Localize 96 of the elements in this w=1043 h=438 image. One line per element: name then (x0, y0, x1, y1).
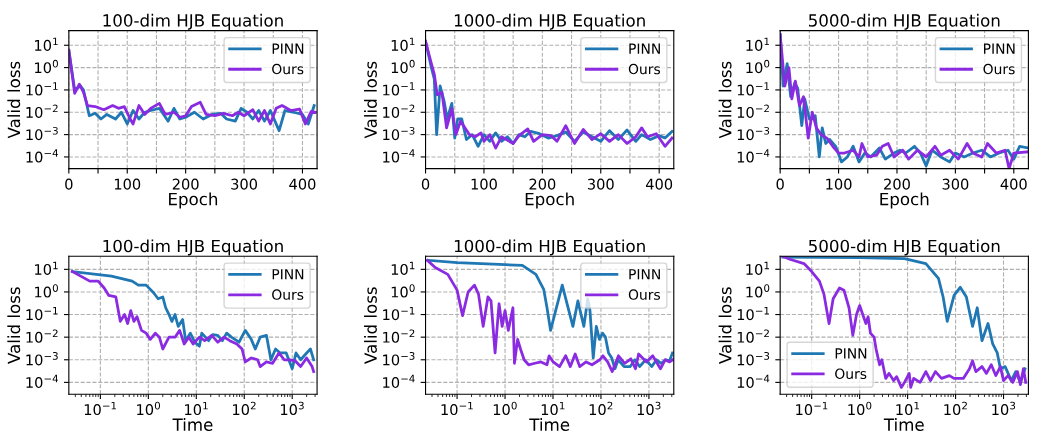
y-tick-label: 10$^{1}$ (35, 37, 58, 51)
x-tick-label: 10$^{2}$ (589, 401, 613, 416)
legend-label: PINN (272, 43, 304, 54)
y-tick-label: 10$^{1}$ (746, 37, 770, 51)
y-tick-label: 10$^{0}$ (35, 284, 58, 298)
x-axis-title: Time (172, 418, 213, 431)
legend-label: Ours (272, 63, 304, 75)
x-tick-label: 0 (421, 178, 430, 190)
y-axis-title: Valid loss (7, 287, 21, 364)
y-axis-title: Valid loss (364, 287, 377, 364)
legend-label: Ours (628, 63, 661, 75)
y-tick-label: 10$^{−4}$ (737, 149, 770, 163)
legend-label: PINN (629, 269, 660, 280)
x-tick-label: 10$^{−1}$ (796, 401, 828, 416)
chart-title: 100-dim HJB Equation (103, 239, 283, 256)
y-tick-label: 10$^{0}$ (746, 59, 770, 74)
y-tick-label: 10$^{−2}$ (26, 329, 58, 343)
y-tick-label: 10$^{1}$ (391, 37, 415, 51)
x-tick-label: 10$^{1}$ (541, 401, 565, 416)
x-tick-label: 100 (826, 178, 852, 190)
y-tick-label: 10$^{−1}$ (737, 306, 769, 321)
x-tick-label: 10$^{2}$ (944, 401, 967, 416)
x-tick-label: 300 (231, 178, 258, 190)
x-tick-label: 10$^{2}$ (233, 401, 256, 416)
y-tick-label: 10$^{−1}$ (737, 82, 769, 96)
x-tick-label: 10$^{3}$ (280, 401, 304, 416)
x-tick-label: 10$^{−1}$ (441, 401, 473, 416)
y-tick-label: 10$^{0}$ (391, 284, 415, 298)
legend-label: PINN (835, 348, 867, 359)
x-tick-label: 400 (1000, 178, 1027, 190)
x-axis-title: Epoch (525, 192, 574, 209)
x-tick-label: 0 (65, 178, 73, 190)
y-tick-label: 10$^{−3}$ (26, 126, 58, 141)
y-tick-label: 10$^{1}$ (35, 261, 58, 275)
chart-title: 100-dim HJB Equation (103, 13, 283, 30)
chart-title: 1000-dim HJB Equation (454, 13, 645, 30)
y-tick-label: 10$^{−3}$ (383, 352, 415, 366)
y-tick-label: 10$^{0}$ (391, 59, 415, 74)
chart-title: 5000-dim HJB Equation (808, 13, 1000, 30)
y-tick-label: 10$^{1}$ (746, 261, 770, 275)
x-axis-title: Time (529, 418, 570, 431)
y-tick-label: 10$^{−2}$ (383, 104, 415, 118)
x-tick-label: 0 (776, 178, 784, 190)
x-tick-label: 200 (529, 178, 556, 190)
y-tick-label: 10$^{−1}$ (383, 82, 415, 96)
y-tick-label: 10$^{−4}$ (26, 149, 59, 163)
y-tick-label: 10$^{−4}$ (26, 374, 59, 389)
y-axis-title: Valid loss (718, 287, 732, 364)
x-tick-label: 400 (289, 178, 316, 190)
x-tick-label: 10$^{1}$ (896, 401, 920, 416)
legend-label: Ours (983, 63, 1015, 75)
x-tick-label: 300 (942, 178, 969, 190)
legend-label: Ours (835, 368, 867, 380)
y-tick-label: 10$^{−1}$ (383, 306, 415, 321)
legend-label: Ours (628, 289, 661, 300)
legend-label: Ours (272, 289, 304, 300)
y-tick-label: 10$^{−3}$ (26, 352, 58, 366)
chart-title: 1000-dim HJB Equation (454, 239, 645, 256)
y-tick-label: 10$^{−2}$ (383, 329, 415, 343)
x-tick-label: 10$^{0}$ (137, 401, 161, 416)
x-tick-label: 100 (471, 178, 497, 190)
y-axis-title: Valid loss (364, 61, 377, 139)
x-tick-label: 200 (884, 178, 910, 190)
x-axis-title: Time (883, 418, 924, 431)
x-tick-label: 300 (587, 178, 614, 190)
x-tick-label: 10$^{3}$ (637, 401, 661, 416)
x-tick-label: 10$^{3}$ (992, 401, 1016, 416)
y-tick-label: 10$^{−4}$ (383, 374, 415, 389)
x-tick-label: 10$^{0}$ (493, 401, 517, 416)
legend-label: PINN (272, 269, 304, 280)
legend-label: PINN (984, 43, 1015, 54)
y-axis-title: Valid loss (7, 61, 21, 139)
y-tick-label: 10$^{−3}$ (737, 352, 770, 366)
y-tick-label: 10$^{0}$ (35, 59, 58, 74)
y-tick-label: 10$^{−2}$ (737, 104, 769, 118)
y-tick-label: 10$^{−3}$ (383, 126, 415, 141)
x-tick-label: 10$^{1}$ (185, 401, 208, 416)
y-axis-title: Valid loss (718, 61, 732, 139)
y-tick-label: 10$^{−3}$ (737, 126, 770, 141)
x-tick-label: 10$^{0}$ (848, 401, 872, 416)
y-tick-label: 10$^{−2}$ (26, 104, 58, 118)
x-tick-label: 400 (645, 178, 673, 190)
y-tick-label: 10$^{−1}$ (26, 82, 58, 96)
x-axis-title: Epoch (880, 192, 929, 209)
y-tick-label: 10$^{−1}$ (26, 306, 58, 321)
y-tick-label: 10$^{−2}$ (737, 329, 769, 343)
x-tick-label: 10$^{−1}$ (84, 401, 117, 416)
chart-title: 5000-dim HJB Equation (808, 239, 1000, 256)
y-tick-label: 10$^{0}$ (746, 284, 770, 298)
x-tick-label: 100 (114, 178, 141, 190)
x-tick-label: 200 (172, 178, 199, 190)
y-tick-label: 10$^{−4}$ (383, 149, 415, 163)
y-tick-label: 10$^{−4}$ (737, 374, 770, 389)
y-tick-label: 10$^{1}$ (391, 261, 415, 275)
x-axis-title: Epoch (169, 192, 218, 209)
legend-label: PINN (629, 43, 660, 54)
